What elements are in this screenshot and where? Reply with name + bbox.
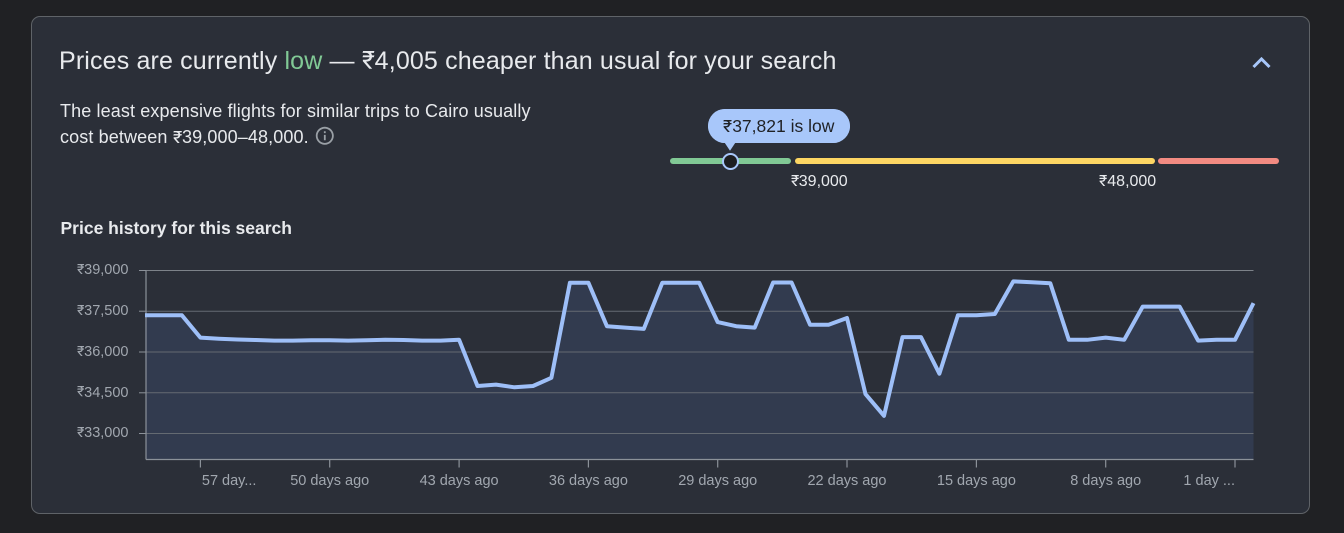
svg-text:57 day...: 57 day...: [202, 473, 257, 489]
svg-text:43 days ago: 43 days ago: [420, 473, 499, 489]
svg-text:50 days ago: 50 days ago: [290, 473, 369, 489]
svg-text:36 days ago: 36 days ago: [549, 473, 628, 489]
svg-text:1 day ...: 1 day ...: [1183, 473, 1235, 489]
svg-text:22 days ago: 22 days ago: [807, 473, 886, 489]
svg-text:15 days ago: 15 days ago: [937, 473, 1016, 489]
svg-text:29 days ago: 29 days ago: [678, 473, 757, 489]
svg-text:8 days ago: 8 days ago: [1070, 473, 1141, 489]
